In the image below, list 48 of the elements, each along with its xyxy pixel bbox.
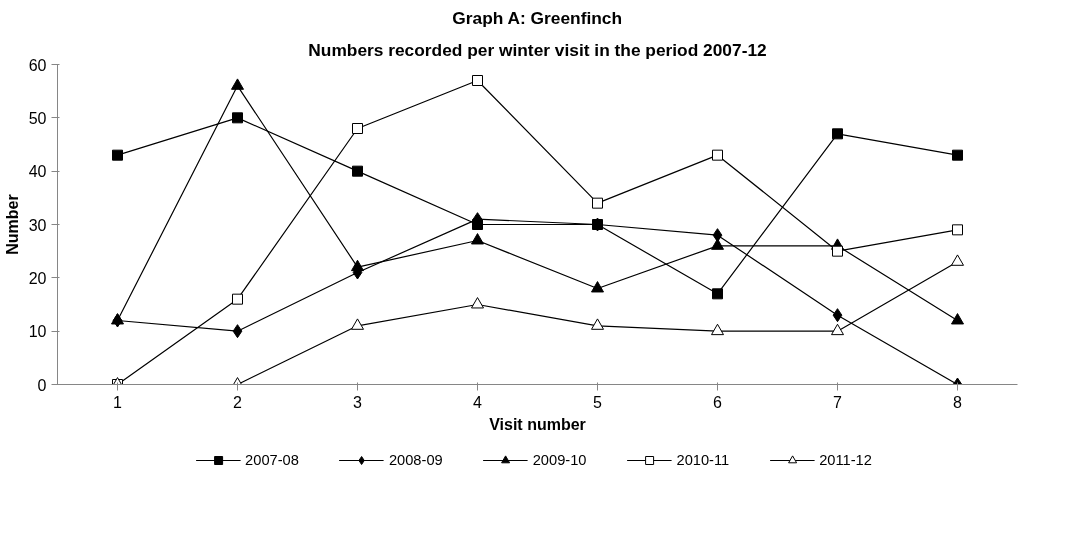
x-axis-title: Visit number xyxy=(489,415,586,433)
point xyxy=(232,112,243,124)
x-tick-label: 5 xyxy=(593,393,603,411)
point xyxy=(832,308,843,323)
y-axis-title: Number xyxy=(3,194,21,255)
point xyxy=(352,165,363,177)
x-tick-label: 4 xyxy=(473,393,483,411)
point xyxy=(712,149,723,161)
point xyxy=(952,149,963,161)
point xyxy=(832,128,843,140)
point xyxy=(351,259,364,272)
legend-label: 2008-09 xyxy=(388,452,443,468)
x-tick-label: 7 xyxy=(833,393,843,411)
point xyxy=(591,318,604,330)
point xyxy=(951,313,964,325)
x-tick-label: 2 xyxy=(233,393,243,411)
legend-label: 2010-11 xyxy=(676,452,730,468)
y-tick-label: 10 xyxy=(28,323,47,341)
y-tick-label: 40 xyxy=(28,163,47,181)
x-tick-label: 3 xyxy=(353,393,363,411)
chart-title: Graph A: Greenfinch xyxy=(452,7,623,28)
y-tick-label: 0 xyxy=(37,376,47,394)
point xyxy=(352,123,363,134)
point xyxy=(471,233,484,245)
y-tick-label: 20 xyxy=(28,269,47,287)
point xyxy=(831,323,844,336)
y-tick-label: 30 xyxy=(28,216,47,234)
point xyxy=(712,288,723,300)
point xyxy=(951,254,964,266)
point xyxy=(232,293,243,305)
point xyxy=(112,149,123,161)
point xyxy=(711,323,724,336)
chart-subtitle: Numbers recorded per winter visit in the period 2007-12 xyxy=(308,39,767,60)
point xyxy=(832,245,843,257)
legend-label: 2007-08 xyxy=(245,452,299,468)
point xyxy=(952,224,963,236)
point xyxy=(351,318,364,330)
point xyxy=(472,75,483,86)
point xyxy=(591,281,604,293)
y-tick-label: 50 xyxy=(28,109,47,127)
legend-label: 2011-12 xyxy=(819,452,872,468)
x-tick-label: 6 xyxy=(713,393,723,411)
point xyxy=(471,297,484,309)
x-tick-label: 8 xyxy=(953,393,963,411)
x-tick-label: 1 xyxy=(113,393,123,411)
point xyxy=(592,197,603,209)
legend-label: 2009-10 xyxy=(532,452,587,468)
y-tick-label: 60 xyxy=(28,56,47,74)
